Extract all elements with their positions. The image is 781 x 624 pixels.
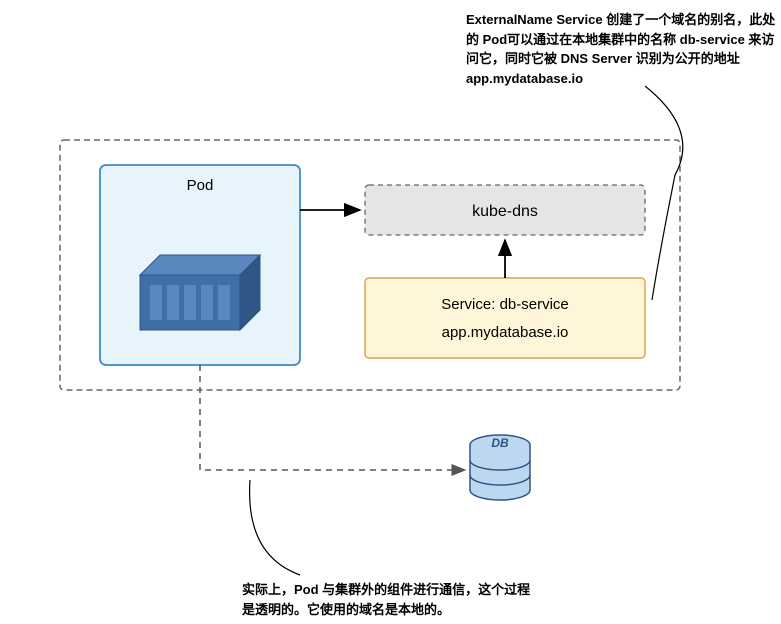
connector-bottom-annotation (250, 480, 300, 575)
kubedns-label: kube-dns (472, 203, 538, 220)
db-label: DB (491, 436, 509, 450)
annotation-bottom: 实际上，Pod 与集群外的组件进行通信，这个过程是透明的。它使用的域名是本地的。 (242, 580, 532, 619)
arrow-pod-to-db (200, 365, 465, 470)
container-icon (140, 255, 260, 330)
pod-label: Pod (187, 177, 214, 194)
service-box (365, 278, 645, 358)
service-label-2: app.mydatabase.io (442, 324, 569, 341)
connector-top-annotation (645, 86, 683, 300)
architecture-diagram: Pod kube-dns Service: db-service app.myd… (0, 0, 781, 624)
service-label-1: Service: db-service (441, 296, 569, 313)
db-icon: DB (470, 435, 530, 500)
annotation-top: ExternalName Service 创建了一个域名的别名，此处的 Pod可… (466, 10, 776, 88)
